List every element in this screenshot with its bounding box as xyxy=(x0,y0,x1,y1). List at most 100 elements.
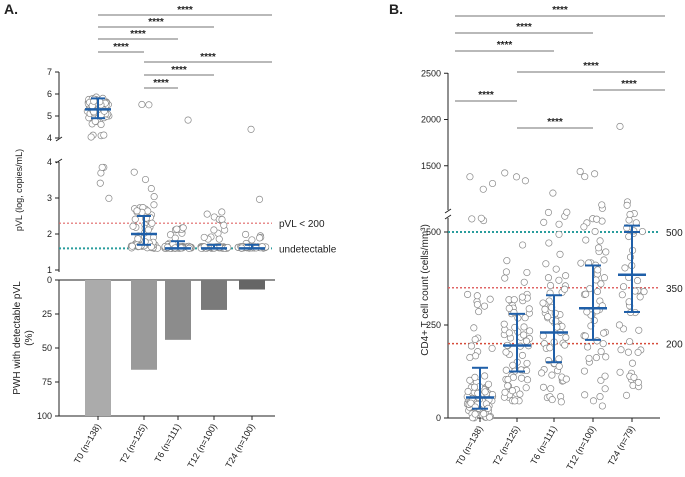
panel-b-dot xyxy=(582,290,590,298)
panel-a-sig-label: **** xyxy=(171,65,187,76)
panel-b-dot xyxy=(592,354,600,362)
panel-b-dot xyxy=(484,380,493,388)
panel-b-dot xyxy=(539,299,547,307)
panel-b-dot xyxy=(471,373,479,381)
panel-a-dot xyxy=(131,215,139,223)
panel-b-dot xyxy=(504,382,512,390)
panel-a-dot xyxy=(247,125,255,133)
panel-b-dot xyxy=(597,376,605,384)
panel-b-dot xyxy=(508,387,516,395)
panel-a-dot xyxy=(150,193,158,201)
panel-b-dot xyxy=(523,359,531,367)
panel-b-dot xyxy=(622,391,631,399)
panel-b-dot xyxy=(511,397,519,405)
panel-b-dot xyxy=(521,314,529,322)
panel-b-dot xyxy=(523,366,531,375)
panel-b-dot xyxy=(512,173,521,181)
panel-b-dot xyxy=(501,169,509,177)
panel-b-dot xyxy=(503,257,511,265)
panel-a-xtick-label: T6 (n=111) xyxy=(153,422,183,464)
panel-b-dot xyxy=(589,397,598,405)
panel-b-dot xyxy=(563,208,571,216)
panel-b-xtick-label: T24 (n=79) xyxy=(606,424,637,467)
panel-b-dot xyxy=(555,220,563,228)
panel-b-axis-break-1 xyxy=(444,208,452,214)
panel-b-dot xyxy=(620,283,628,291)
panel-a-dot xyxy=(220,221,228,229)
panel-a-dot xyxy=(105,194,113,202)
panel-b-dot xyxy=(525,305,533,313)
panel-b-dot xyxy=(555,276,563,284)
panel-b-sig-label: **** xyxy=(583,61,599,72)
panel-b-dot xyxy=(602,248,610,256)
panel-b-dot xyxy=(626,338,634,346)
panel-b-dot xyxy=(598,201,606,209)
panel-b-dot xyxy=(583,308,591,316)
panel-b-dot xyxy=(618,291,626,299)
panel-b-dot xyxy=(601,372,609,380)
panel-b-dot xyxy=(616,122,624,130)
panel-a-dot xyxy=(145,101,153,109)
panel-a-dot xyxy=(129,222,137,230)
panel-b-dot xyxy=(522,384,530,392)
panel-b-dot xyxy=(473,300,481,309)
panel-b-dot xyxy=(593,215,601,223)
panel-b-dot xyxy=(552,265,560,273)
panel-b-dot xyxy=(582,236,590,244)
panel-b-dot xyxy=(624,348,632,356)
panel-b-dot xyxy=(598,402,606,410)
panel-b-dot xyxy=(581,332,589,340)
panel-b-dot xyxy=(466,353,474,362)
panel-a-ytick-upper-label: 6 xyxy=(47,89,52,99)
panel-b-dot xyxy=(600,274,608,282)
panel-b-dot xyxy=(486,295,494,303)
panel-a-sig-label: **** xyxy=(177,5,193,16)
panel-b-dot xyxy=(597,280,605,288)
panel-b-dot xyxy=(517,374,526,382)
panel-b-sig-label: **** xyxy=(621,79,637,90)
panel-a-ytick-bar-label: 50 xyxy=(42,343,52,353)
panel-b-dot xyxy=(510,296,518,304)
panel-b-dot xyxy=(581,391,589,399)
panel-b-dot xyxy=(548,396,556,404)
panel-b-dot xyxy=(520,323,528,331)
panel-b-dot xyxy=(600,329,608,337)
panel-b-dot xyxy=(561,341,569,349)
panel-b-ytick-label: 250 xyxy=(426,320,441,330)
panel-b-refline-label: 500 xyxy=(666,228,683,239)
panel-a-ytick-bar-label: 25 xyxy=(42,309,52,319)
panel-a-ytick-upper-label: 5 xyxy=(47,111,52,121)
panel-b-dot xyxy=(617,346,625,354)
panel-a-dot xyxy=(173,225,181,233)
panel-b-sig-label: **** xyxy=(478,90,494,101)
panel-b-dot xyxy=(521,177,529,185)
panel-a-dot xyxy=(87,133,95,141)
panel-a-dot xyxy=(210,226,218,234)
panel-b-dot xyxy=(561,285,569,293)
panel-a-ytick-lower-label: 3 xyxy=(47,193,52,203)
panel-b-dot xyxy=(580,367,589,375)
panel-b-dot xyxy=(546,344,554,352)
panel-a-dot xyxy=(242,230,250,238)
panel-b-dot xyxy=(480,410,488,418)
panel-b-dot xyxy=(615,321,623,329)
panel-b-ytick-label: 0 xyxy=(436,413,441,423)
panel-b-dot xyxy=(501,274,509,282)
panel-b: CD4+ T cell count (cells/mm³) 2500200015… xyxy=(420,5,683,472)
panel-b-xtick-label: T12 (n=100) xyxy=(564,424,597,472)
panel-b-dot xyxy=(544,274,553,282)
panel-a-xtick-label: T0 (n=138) xyxy=(72,422,103,465)
panel-b-dot xyxy=(630,373,638,381)
panel-b-dot xyxy=(557,398,565,406)
panel-a-ytick-bar-label: 100 xyxy=(37,411,52,421)
panel-b-dot xyxy=(593,287,602,296)
panel-b-ylabel: CD4+ T cell count (cells/mm³) xyxy=(420,224,431,356)
panel-b-sig-label: **** xyxy=(497,40,513,51)
panel-b-dot xyxy=(509,373,517,381)
panel-b-dot xyxy=(634,348,642,356)
panel-a-ytick-lower-label: 2 xyxy=(47,229,52,239)
panel-b-xtick-label: T2 (n=125) xyxy=(491,424,522,467)
panel-b-dot xyxy=(464,387,472,396)
panel-a-dot xyxy=(96,179,104,187)
panel-b-dot xyxy=(519,241,527,249)
